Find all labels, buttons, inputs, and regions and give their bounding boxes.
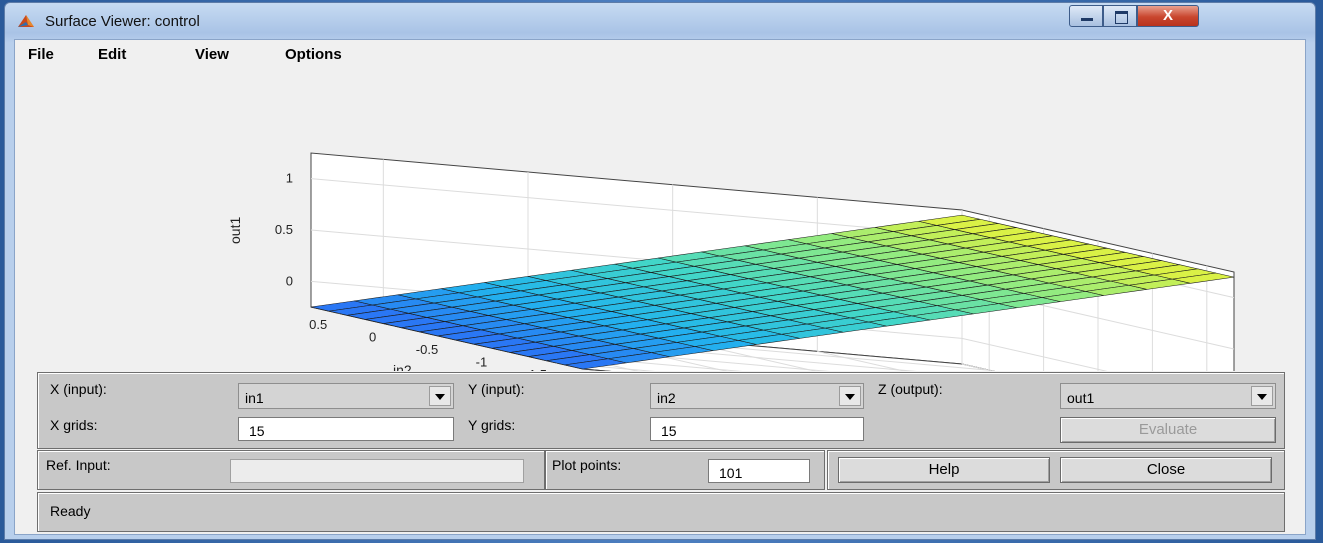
status-text: Ready <box>50 503 91 519</box>
ref-input-field[interactable] <box>230 459 524 483</box>
maximize-icon <box>1115 11 1128 24</box>
y-tick-label: -1 <box>476 354 488 369</box>
plot-points-field[interactable]: 101 <box>708 459 810 483</box>
surface-viewer-window: Surface Viewer: control X File Edit View… <box>4 2 1316 540</box>
y-input-label: Y (input): <box>468 381 525 397</box>
y-grids-value: 15 <box>661 423 677 439</box>
plot-points-value: 101 <box>719 465 743 481</box>
close-window-button[interactable]: X <box>1137 5 1199 27</box>
ref-input-label: Ref. Input: <box>46 457 111 473</box>
maximize-button[interactable] <box>1103 5 1137 27</box>
y-input-select[interactable]: in2 <box>650 383 864 409</box>
matlab-icon <box>18 15 34 27</box>
chevron-down-icon[interactable] <box>1251 386 1273 406</box>
z-tick-label: 0.5 <box>275 222 293 237</box>
y-grids-field[interactable]: 15 <box>650 417 864 441</box>
surface-plot[interactable]: 00.511.520.50-0.5-1-1.510.50 in1 in2 out… <box>15 66 1305 447</box>
ref-input-panel: Ref. Input: <box>37 450 545 490</box>
surface-cell <box>1172 272 1235 284</box>
help-button[interactable]: Help <box>838 457 1050 483</box>
action-buttons-panel: Help Close <box>827 450 1285 490</box>
menu-edit[interactable]: Edit <box>98 46 127 63</box>
x-grids-value: 15 <box>249 423 265 439</box>
plot-area[interactable]: 00.511.520.50-0.5-1-1.510.50 in1 in2 out… <box>15 66 1305 447</box>
y-input-value: in2 <box>657 390 676 406</box>
y-tick-label: -1.5 <box>525 367 547 371</box>
close-button[interactable]: Close <box>1060 457 1272 483</box>
x-grids-label: X grids: <box>50 417 98 433</box>
chevron-down-icon[interactable] <box>429 386 451 406</box>
z-output-label: Z (output): <box>878 381 943 397</box>
menu-file[interactable]: File <box>28 46 54 63</box>
y-tick-label: 0 <box>369 330 376 345</box>
y-grids-label: Y grids: <box>468 417 516 433</box>
window-title: Surface Viewer: control <box>45 13 200 30</box>
menu-options[interactable]: Options <box>285 46 342 63</box>
y-tick-label: 0.5 <box>309 317 327 332</box>
menu-bar: File Edit View Options <box>15 40 1305 66</box>
z-tick-label: 1 <box>286 171 293 186</box>
title-bar[interactable]: Surface Viewer: control X <box>5 3 1315 39</box>
y-tick-label: -0.5 <box>416 342 438 357</box>
close-icon: X <box>1162 7 1173 24</box>
z-output-value: out1 <box>1067 390 1095 406</box>
status-bar: Ready <box>37 492 1285 532</box>
surface-mesh <box>310 214 1235 370</box>
x-input-label: X (input): <box>50 381 107 397</box>
z-tick-label: 0 <box>286 273 293 288</box>
chevron-down-icon[interactable] <box>839 386 861 406</box>
menu-view[interactable]: View <box>195 46 229 63</box>
client-area: File Edit View Options 00.511.520.50-0.5… <box>14 39 1306 535</box>
x-input-value: in1 <box>245 390 264 406</box>
plot-points-label: Plot points: <box>552 457 622 473</box>
selection-panel: X (input): in1 Y (input): in2 Z (output)… <box>37 372 1285 449</box>
z-axis-label: out1 <box>227 217 243 244</box>
evaluate-button[interactable]: Evaluate <box>1060 417 1276 443</box>
plot-points-panel: Plot points: 101 <box>545 450 825 490</box>
minimize-button[interactable] <box>1069 5 1103 27</box>
y-axis-label: in2 <box>393 362 412 371</box>
x-grids-field[interactable]: 15 <box>238 417 454 441</box>
z-output-select[interactable]: out1 <box>1060 383 1276 409</box>
x-input-select[interactable]: in1 <box>238 383 454 409</box>
minimize-icon <box>1081 18 1093 21</box>
